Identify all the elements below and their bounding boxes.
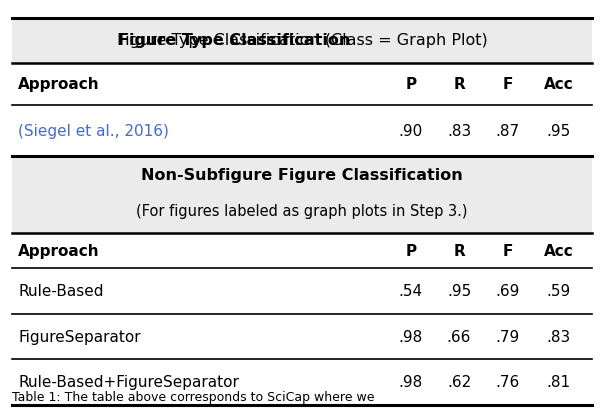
Text: Rule-Based: Rule-Based: [18, 284, 104, 299]
Text: .62: .62: [447, 375, 471, 389]
Text: Approach: Approach: [18, 77, 100, 92]
Text: .79: .79: [495, 329, 519, 344]
Text: Acc: Acc: [544, 243, 574, 259]
Text: (For figures labeled as graph plots in Step 3.): (For figures labeled as graph plots in S…: [137, 203, 467, 218]
Bar: [12, 157, 592, 233]
Text: .69: .69: [495, 284, 519, 299]
Text: Rule-Based+FigureSeparator: Rule-Based+FigureSeparator: [18, 375, 239, 389]
Text: .81: .81: [547, 375, 571, 389]
Text: R: R: [453, 243, 465, 259]
Text: .98: .98: [399, 375, 423, 389]
Text: Figure Type Classification: Figure Type Classification: [118, 33, 486, 48]
Text: .83: .83: [447, 123, 471, 139]
Text: .90: .90: [399, 123, 423, 139]
Text: (Siegel et al., 2016): (Siegel et al., 2016): [18, 123, 169, 139]
Text: R: R: [453, 77, 465, 92]
Text: .95: .95: [447, 284, 471, 299]
Text: .76: .76: [495, 375, 519, 389]
Text: F: F: [502, 243, 513, 259]
Text: .95: .95: [547, 123, 571, 139]
Text: .83: .83: [547, 329, 571, 344]
Text: P: P: [405, 243, 416, 259]
Text: Acc: Acc: [544, 77, 574, 92]
Text: .98: .98: [399, 329, 423, 344]
Text: Approach: Approach: [18, 243, 100, 259]
Text: Figure Type Classification (Class = Graph Plot): Figure Type Classification (Class = Grap…: [117, 33, 487, 48]
Text: .66: .66: [447, 329, 471, 344]
Text: FigureSeparator: FigureSeparator: [18, 329, 141, 344]
Text: Non-Subfigure Figure Classification: Non-Subfigure Figure Classification: [141, 168, 463, 183]
Bar: [12, 19, 592, 64]
Text: F: F: [502, 77, 513, 92]
Text: .54: .54: [399, 284, 423, 299]
Text: P: P: [405, 77, 416, 92]
Text: .59: .59: [547, 284, 571, 299]
Text: Table 1: The table above corresponds to SciCap where we: Table 1: The table above corresponds to …: [12, 390, 374, 403]
Text: .87: .87: [495, 123, 519, 139]
